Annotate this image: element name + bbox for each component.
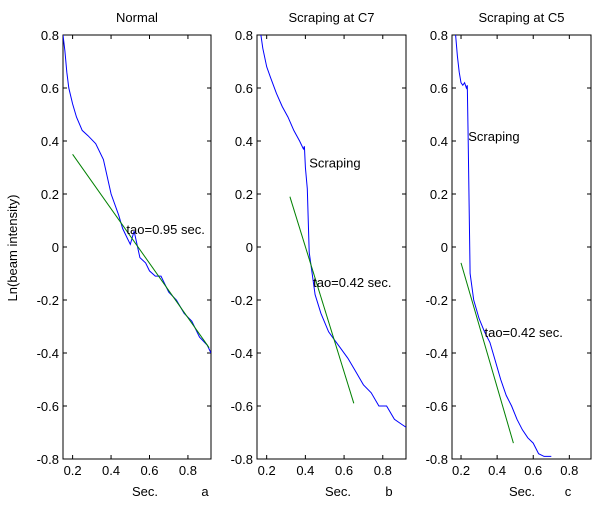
y-tick-label: -0.4 bbox=[231, 346, 253, 361]
y-tick-label: 0.4 bbox=[430, 134, 448, 149]
fit-line bbox=[460, 262, 514, 444]
y-tick-label: -0.6 bbox=[37, 399, 59, 414]
y-tick-label: 0.6 bbox=[430, 81, 448, 96]
x-tick-label: 0.4 bbox=[488, 463, 506, 478]
x-tick-label: 0.6 bbox=[335, 463, 353, 478]
x-axis-label: Sec. bbox=[509, 484, 535, 499]
y-tick-label: 0.4 bbox=[41, 134, 59, 149]
x-tick-label: 0.2 bbox=[452, 463, 470, 478]
y-tick-label: 0 bbox=[246, 240, 253, 255]
y-tick-label: 0.6 bbox=[235, 81, 253, 96]
y-tick-label: -0.6 bbox=[231, 399, 253, 414]
panel-letter: a bbox=[201, 484, 209, 499]
y-tick-label: -0.8 bbox=[37, 452, 59, 467]
fit-line bbox=[72, 154, 210, 348]
x-axis-label: Sec. bbox=[132, 484, 158, 499]
y-tick-label: -0.4 bbox=[426, 346, 448, 361]
y-tick-label: 0.4 bbox=[235, 134, 253, 149]
x-tick-label: 0.8 bbox=[179, 463, 197, 478]
annotation-label: tao=0.95 sec. bbox=[126, 222, 204, 237]
x-tick-label: 0.8 bbox=[374, 463, 392, 478]
measured-line bbox=[455, 35, 552, 457]
x-axis-label: Sec. bbox=[325, 484, 351, 499]
panel-letter: c bbox=[565, 484, 572, 499]
y-tick-label: -0.2 bbox=[426, 293, 448, 308]
panel-letter: b bbox=[385, 484, 392, 499]
annotation-label: tao=0.42 sec. bbox=[484, 325, 562, 340]
annotation-label: Scraping bbox=[468, 129, 519, 144]
chart-title: Normal bbox=[116, 10, 158, 25]
x-tick-label: 0.2 bbox=[258, 463, 276, 478]
x-tick-label: 0.6 bbox=[524, 463, 542, 478]
y-tick-label: 0.8 bbox=[235, 28, 253, 43]
chart-panel-3: Scraping at C5 -0.8 -0.6 -0.4 -0.2 0 0.2 0.4 0.6… bbox=[426, 10, 592, 499]
x-tick-label: 0.4 bbox=[296, 463, 314, 478]
x-tick-label: 0.2 bbox=[64, 463, 82, 478]
y-axis-label: Ln(beam intensity) bbox=[5, 195, 20, 302]
y-tick-label: 0.8 bbox=[41, 28, 59, 43]
y-tick-label: -0.8 bbox=[231, 452, 253, 467]
y-tick-label: -0.4 bbox=[37, 346, 59, 361]
y-tick-label: 0.2 bbox=[41, 187, 59, 202]
chart-panel-2: Scraping at C7 -0.8 -0.6 -0.4 -0.2 0 0.2 0.4 0.6… bbox=[231, 10, 407, 499]
y-tick-label: 0.2 bbox=[430, 187, 448, 202]
measured-line bbox=[260, 35, 406, 428]
y-tick-label: -0.2 bbox=[37, 293, 59, 308]
y-tick-label: -0.8 bbox=[426, 452, 448, 467]
y-tick-label: 0.2 bbox=[235, 187, 253, 202]
y-tick-label: 0 bbox=[52, 240, 59, 255]
chart-title: Scraping at C7 bbox=[289, 10, 375, 25]
x-tick-label: 0.4 bbox=[102, 463, 120, 478]
y-tick-label: 0.6 bbox=[41, 81, 59, 96]
x-tick-label: 0.8 bbox=[560, 463, 578, 478]
annotation-label: tao=0.42 sec. bbox=[313, 275, 391, 290]
y-tick-label: -0.2 bbox=[231, 293, 253, 308]
annotation-label: Scraping bbox=[309, 156, 360, 171]
chart-title: Scraping at C5 bbox=[479, 10, 565, 25]
y-tick-label: -0.6 bbox=[426, 399, 448, 414]
x-tick-label: 0.6 bbox=[140, 463, 158, 478]
fit-line bbox=[289, 196, 355, 404]
chart-panel-1: Normal -0.8 -0.6 -0.4 -0.2 0 0.2 0.4 0.6 0.8 0.2 0.… bbox=[37, 10, 212, 499]
y-tick-label: 0 bbox=[441, 240, 448, 255]
y-tick-label: 0.8 bbox=[430, 28, 448, 43]
